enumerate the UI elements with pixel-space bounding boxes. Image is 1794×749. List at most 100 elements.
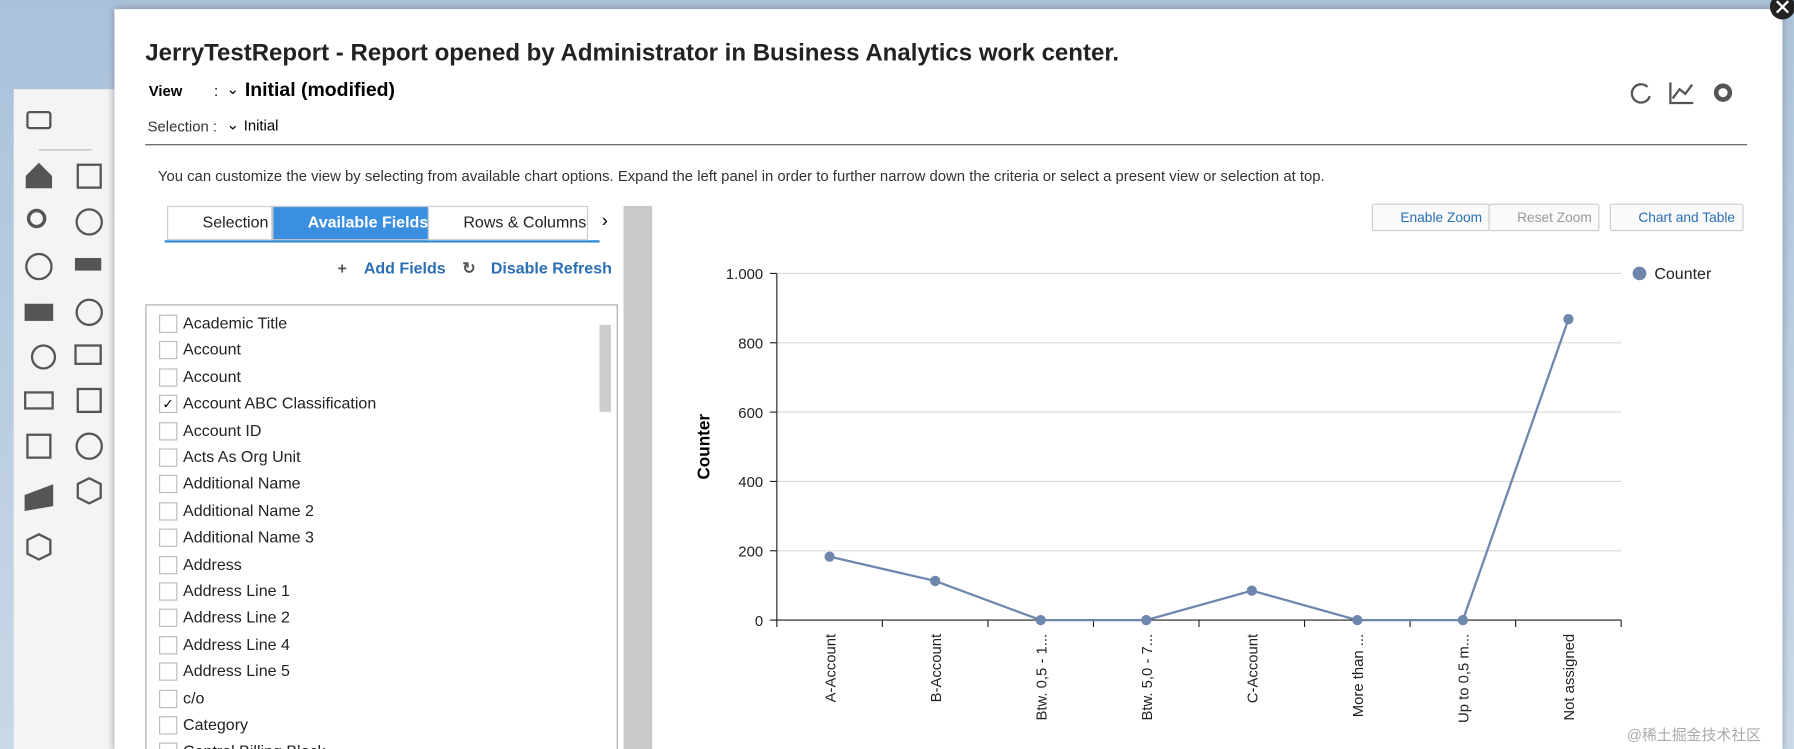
x-tick-label: Up to 0,5 m... xyxy=(1457,634,1473,723)
chevron[interactable]: ⌄ xyxy=(226,80,240,98)
tab[interactable] xyxy=(167,205,273,241)
splitter[interactable] xyxy=(623,205,653,749)
data-point xyxy=(1457,614,1469,626)
checkbox[interactable] xyxy=(159,502,178,521)
sidebar xyxy=(13,89,115,749)
data-point xyxy=(930,575,941,587)
field-label[interactable]: Category xyxy=(183,715,249,734)
selection-value[interactable]: Initial xyxy=(243,116,279,134)
legend-marker xyxy=(1632,266,1647,281)
field-label[interactable]: Academic Title xyxy=(183,313,288,332)
y-tick-label: 800 xyxy=(738,336,763,352)
x-tick-label: B-Account xyxy=(929,633,945,702)
divider xyxy=(145,144,1748,146)
watermark: @稀土掘金技术社区 xyxy=(1626,726,1762,744)
chart: 0 200 400 600 800 1.000 Counter A-Account B-Acco… xyxy=(693,266,1712,723)
field-label[interactable]: Account xyxy=(183,367,241,386)
data-point xyxy=(1035,614,1046,626)
checkbox[interactable] xyxy=(159,716,178,735)
y-tick-label: 400 xyxy=(738,475,763,491)
data-line xyxy=(829,318,1570,622)
toolbar-button[interactable]: Enable Zoom xyxy=(1371,203,1491,232)
view-label: View xyxy=(148,82,183,100)
checkbox[interactable] xyxy=(159,368,178,387)
data-point xyxy=(1246,585,1257,596)
settings-icon[interactable] xyxy=(1713,83,1733,102)
chevron[interactable]: ⌄ xyxy=(226,115,240,133)
action-link[interactable]: Disable Refresh xyxy=(490,258,612,277)
view-value[interactable]: Initial (modified) xyxy=(244,78,396,101)
chart-icon[interactable] xyxy=(1669,82,1694,105)
refresh-icon[interactable] xyxy=(1630,83,1651,104)
field-label[interactable]: Additional Name xyxy=(183,474,301,493)
field-label[interactable]: Address Line 5 xyxy=(183,661,290,680)
field-label[interactable]: Account xyxy=(183,340,241,359)
checkbox[interactable] xyxy=(159,689,178,708)
checkbox[interactable]: ✓ xyxy=(159,394,178,414)
sidebar-icons xyxy=(24,110,103,561)
checkbox[interactable] xyxy=(159,448,178,467)
y-tick-label: 1.000 xyxy=(726,267,763,283)
field-label[interactable]: Account ID xyxy=(183,420,262,439)
checkbox[interactable] xyxy=(159,528,178,548)
y-tick-label: 0 xyxy=(755,614,763,630)
refresh-icon: ↻ xyxy=(462,258,476,277)
title: JerryTestReport - Report opened by Admin… xyxy=(145,40,1120,67)
checkbox[interactable] xyxy=(159,555,178,574)
data-point xyxy=(1563,314,1574,325)
y-tick-label: 200 xyxy=(738,544,763,560)
x-tick-label: Not assigned xyxy=(1562,634,1578,721)
field-list xyxy=(145,304,618,749)
tab-next[interactable]: › xyxy=(601,211,608,232)
field-label[interactable]: Additional Name 3 xyxy=(183,527,314,546)
view-colon: : xyxy=(213,82,219,100)
tab[interactable] xyxy=(427,205,589,241)
x-tick-label: More than ... xyxy=(1351,634,1367,717)
info-text: You can customize the view by selecting … xyxy=(157,167,1325,185)
x-tick-label: A-Account xyxy=(823,633,839,702)
field-label[interactable]: Central Billing Block xyxy=(183,742,325,749)
data-point xyxy=(824,551,835,562)
checkbox[interactable] xyxy=(159,742,178,749)
scrollbar-thumb[interactable] xyxy=(599,324,611,412)
tab[interactable] xyxy=(272,205,430,241)
checkbox[interactable] xyxy=(159,582,178,601)
data-point xyxy=(1352,614,1363,626)
header-tools xyxy=(1630,82,1733,105)
checkbox[interactable] xyxy=(159,475,178,494)
tab-bar xyxy=(164,206,600,243)
x-tick-label: C-Account xyxy=(1246,633,1262,703)
checkbox[interactable] xyxy=(159,609,178,628)
field-label[interactable]: Account ABC Classification xyxy=(183,393,377,413)
dialog xyxy=(114,9,1783,749)
checkbox[interactable] xyxy=(159,341,178,360)
tab-label[interactable]: Selection xyxy=(202,212,269,232)
toolbar-button[interactable]: Reset Zoom xyxy=(1488,203,1600,232)
legend-label: Counter xyxy=(1654,266,1712,283)
tab-label[interactable]: Available Fields xyxy=(307,212,429,232)
field-label[interactable]: Address Line 4 xyxy=(183,634,290,654)
plus-icon: + xyxy=(337,258,347,277)
data-point xyxy=(1141,614,1152,626)
field-label[interactable]: c/o xyxy=(183,688,205,707)
checkbox[interactable] xyxy=(159,662,178,681)
checkbox[interactable] xyxy=(159,421,178,441)
selection-label: Selection : xyxy=(147,117,218,136)
field-label[interactable]: Address xyxy=(183,554,242,573)
field-label[interactable]: Address Line 1 xyxy=(183,581,290,600)
action-link[interactable]: Add Fields xyxy=(363,258,446,277)
y-axis-label: Counter xyxy=(693,414,713,480)
checkbox[interactable] xyxy=(159,314,178,333)
toolbar-button[interactable]: Chart and Table xyxy=(1609,203,1744,232)
field-label[interactable]: Address Line 2 xyxy=(183,607,290,627)
field-label[interactable]: Acts As Org Unit xyxy=(183,447,301,466)
y-tick-label: 600 xyxy=(738,406,763,422)
close-button[interactable] xyxy=(1769,0,1794,21)
checkbox[interactable] xyxy=(159,635,178,655)
x-tick-label: Btw. 0,5 - 1... xyxy=(1034,634,1050,721)
field-label[interactable]: Additional Name 2 xyxy=(183,500,314,520)
tab-label[interactable]: Rows & Columns xyxy=(463,212,587,232)
x-tick-label: Btw. 5,0 - 7... xyxy=(1140,634,1156,721)
